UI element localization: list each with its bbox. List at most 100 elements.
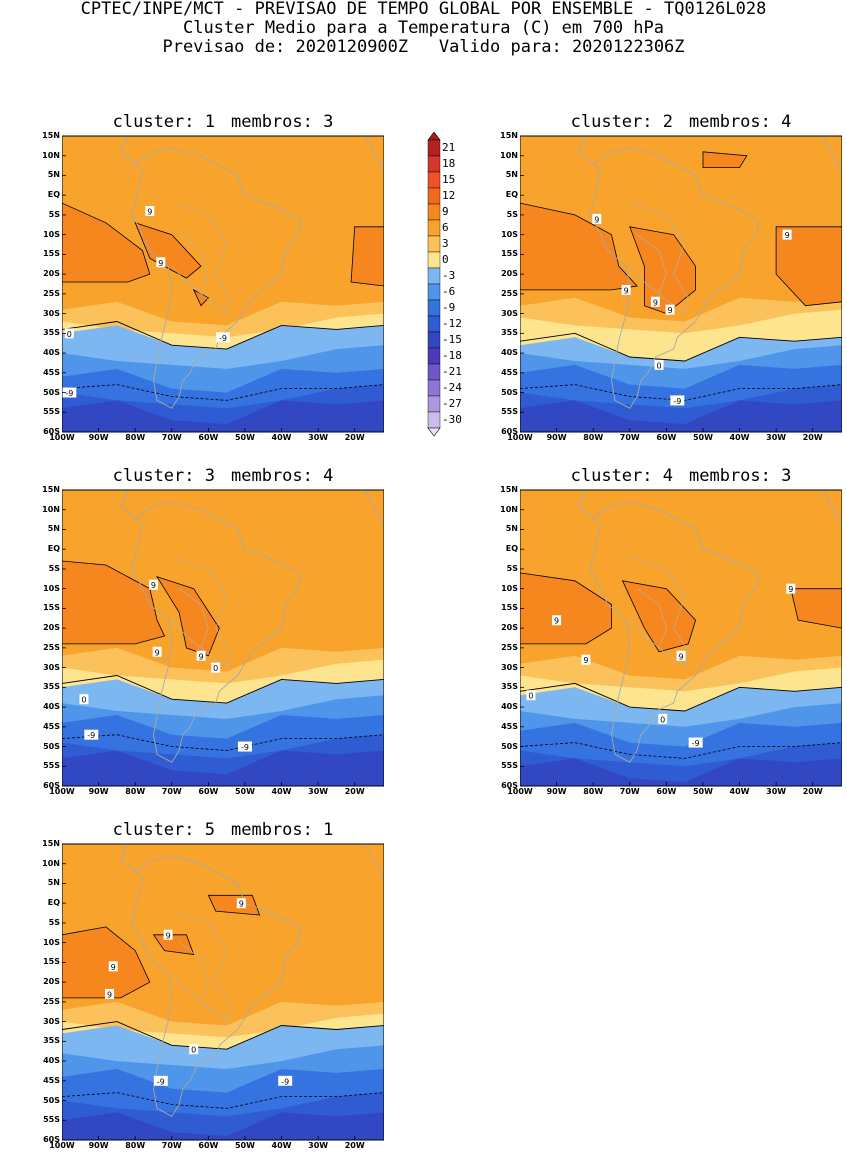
africa-coastline (823, 136, 842, 172)
lon-tick-label: 50W (234, 787, 255, 796)
lat-tick-label: 50S (501, 387, 518, 397)
field-band-m15 (62, 750, 384, 786)
lat-tick-label: 30S (501, 308, 518, 318)
panel-title: cluster: 4 membros: 3 (520, 466, 842, 486)
contour-label: 9 (108, 961, 118, 972)
lat-tick-label: 40S (43, 1056, 60, 1066)
colorbar-tick-label: -6 (442, 285, 456, 298)
lon-tick-label: 30W (766, 433, 787, 442)
lat-tick-label: 55S (43, 407, 60, 417)
contour-0 (520, 332, 842, 362)
lat-tick-label: 15S (501, 603, 518, 613)
country-border (171, 265, 231, 314)
contour-label: 9 (148, 579, 158, 590)
contour-label: -9 (216, 332, 230, 343)
svg-text:0: 0 (660, 715, 665, 724)
lat-tick-label: 5N (47, 170, 60, 180)
lat-tick-label: 40S (43, 348, 60, 358)
panel-title: cluster: 2 membros: 4 (520, 112, 842, 132)
colorbar-low-arrow (427, 427, 441, 437)
lat-tick-label: 50S (43, 1095, 60, 1105)
colorbar-tick-label: -27 (442, 397, 462, 410)
svg-text:0: 0 (81, 696, 86, 705)
contour-label: -9 (62, 387, 77, 398)
svg-text:-9: -9 (87, 731, 95, 740)
lat-tick-label: 15N (42, 131, 60, 140)
members-count: 1 (323, 820, 334, 840)
lon-tick-label: 40W (271, 1141, 292, 1150)
date-line: Previsao de: 2020120900Z Valido para: 20… (0, 38, 847, 57)
country-border (178, 588, 209, 649)
members-label: membros: (689, 466, 782, 486)
lat-tick-label: 5S (48, 209, 60, 219)
lat-tick-label: 10S (43, 229, 60, 239)
lat-tick-label: 15N (42, 485, 60, 494)
country-border (215, 627, 231, 668)
contour-0 (62, 1021, 384, 1050)
lat-tick-label: 60S (43, 781, 60, 790)
contour-label: 0 (654, 359, 664, 370)
cluster-panel-3: cluster: 3 membros: 4 9 9 9 0 0 -9 -9 15N 10N 5N EQ 5… (42, 466, 384, 796)
lat-tick-label: 60S (501, 781, 518, 790)
lat-tick-label: 30S (501, 662, 518, 672)
colorbar-swatch (427, 331, 441, 349)
colorbar-tick-label: 12 (442, 189, 456, 202)
lon-tick-label: 60W (198, 1141, 219, 1150)
cluster-number: 5 (204, 820, 215, 840)
svg-text:0: 0 (191, 1046, 196, 1055)
contour-label: 9 (145, 205, 155, 216)
colorbar-swatch (427, 363, 441, 381)
lat-tick-label: 40S (43, 702, 60, 712)
lon-tick-label: 100W (49, 787, 75, 796)
lat-tick-label: 30S (43, 662, 60, 672)
lat-tick-label: 20S (43, 977, 60, 987)
africa-coastline (365, 490, 384, 526)
country-border (629, 556, 686, 629)
lon-tick-label: 90W (88, 787, 109, 796)
svg-text:-9: -9 (673, 397, 681, 406)
temperature-map: 9 9 9 0 0 -9 -9 (62, 489, 384, 787)
lat-tick-label: 15S (43, 249, 60, 259)
lat-tick-label: 20S (43, 623, 60, 633)
country-border (629, 619, 689, 668)
lon-tick-label: 50W (234, 433, 255, 442)
cluster-label: cluster: (112, 466, 205, 486)
lat-tick-label: 15S (43, 603, 60, 613)
colorbar-swatch (427, 299, 441, 317)
colorbar-tick-label: 18 (442, 157, 456, 170)
lat-tick-label: 35S (43, 1036, 60, 1046)
lat-tick-label: 35S (43, 682, 60, 692)
lat-tick-label: 10N (500, 150, 518, 160)
svg-text:-9: -9 (65, 389, 73, 398)
map-frame (62, 843, 384, 1141)
lon-tick-label: 70W (161, 1141, 182, 1150)
svg-text:0: 0 (213, 664, 218, 673)
lat-tick-label: EQ (47, 190, 60, 200)
lat-tick-label: 40S (501, 702, 518, 712)
cluster-label: cluster: (570, 112, 663, 132)
contour-label: 9 (105, 988, 115, 999)
lat-tick-label: 55S (43, 1115, 60, 1125)
lat-tick-label: 60S (43, 1135, 60, 1144)
lat-tick-label: 20S (43, 269, 60, 279)
lat-tick-label: 10S (43, 937, 60, 947)
lon-tick-label: 30W (308, 787, 329, 796)
lon-tick-label: 70W (619, 787, 640, 796)
valid-date: 2020122306Z (571, 37, 685, 57)
lon-tick-label: 20W (802, 787, 823, 796)
contour-label: 9 (152, 646, 162, 657)
field-band-m15 (520, 400, 842, 432)
svg-text:9: 9 (198, 652, 203, 661)
contour-0 (520, 682, 842, 712)
lon-tick-label: 30W (308, 433, 329, 442)
colorbar-tick-label: -18 (442, 349, 462, 362)
colorbar-swatch (427, 347, 441, 365)
figure-header: CPTEC/INPE/MCT - PREVISAO DE TEMPO GLOBA… (0, 0, 847, 57)
lon-tick-label: 90W (88, 1141, 109, 1150)
contour-minus-9 (520, 384, 842, 401)
cluster-panel-4: cluster: 4 membros: 3 9 9 9 9 0 0 -9 15N 10N 5N EQ 5S… (500, 466, 842, 796)
lat-tick-label: 10N (500, 504, 518, 514)
lat-tick-label: 5S (506, 209, 518, 219)
temperature-map: 9 9 9 9 0 -9 -9 (62, 843, 384, 1141)
